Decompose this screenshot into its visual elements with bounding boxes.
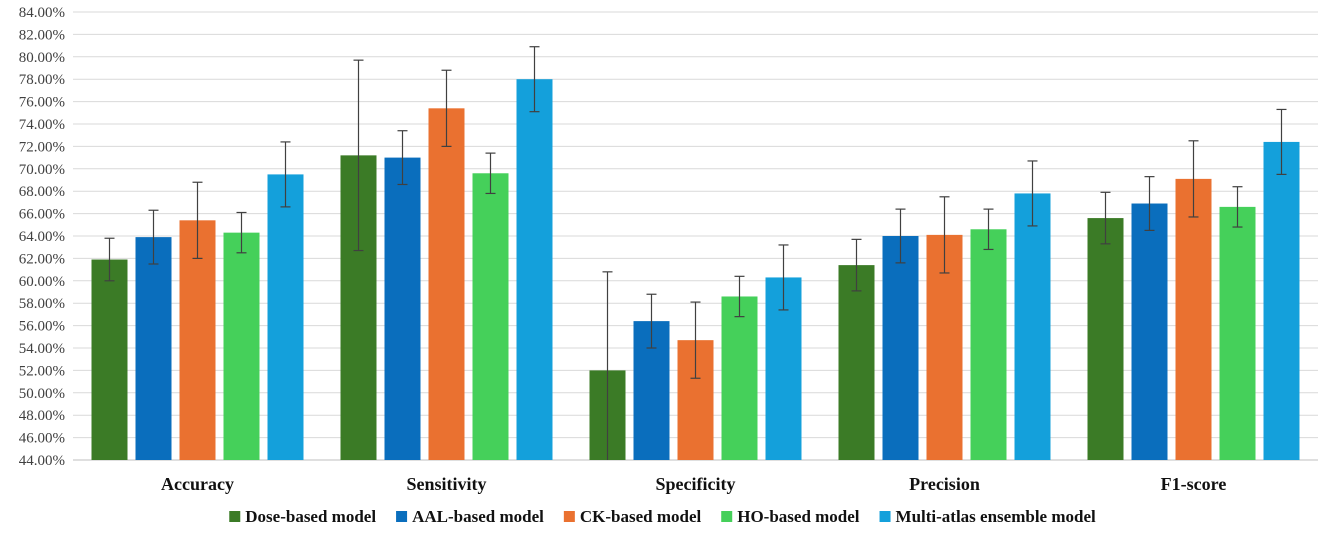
- y-tick-label: 74.00%: [19, 117, 65, 133]
- bar: [267, 174, 304, 460]
- x-tick-label: Specificity: [656, 474, 736, 494]
- y-tick-label: 68.00%: [19, 184, 65, 200]
- y-tick-label: 54.00%: [19, 341, 65, 357]
- y-tick-label: 44.00%: [19, 453, 65, 469]
- bar: [384, 157, 421, 460]
- x-tick-label: Accuracy: [161, 474, 234, 494]
- bar: [428, 108, 465, 460]
- legend-swatch: [563, 511, 575, 522]
- bar: [1131, 203, 1168, 460]
- y-tick-label: 70.00%: [19, 162, 65, 178]
- bar: [516, 79, 553, 460]
- y-tick-label: 62.00%: [19, 251, 65, 267]
- legend-swatch: [721, 511, 733, 522]
- y-tick-label: 78.00%: [19, 72, 65, 88]
- bar: [223, 232, 260, 460]
- bar: [472, 173, 509, 460]
- y-tick-label: 66.00%: [19, 207, 65, 223]
- y-tick-label: 64.00%: [19, 229, 65, 245]
- y-tick-label: 80.00%: [19, 50, 65, 66]
- bar: [91, 259, 128, 460]
- bar: [838, 265, 875, 460]
- legend-label: Dose-based model: [245, 507, 376, 526]
- x-tick-label: F1-score: [1161, 474, 1227, 494]
- bar: [1263, 141, 1300, 461]
- y-tick-label: 84.00%: [19, 5, 65, 21]
- bar: [1175, 178, 1212, 460]
- legend-label: HO-based model: [737, 507, 860, 526]
- y-tick-label: 52.00%: [19, 363, 65, 379]
- y-tick-label: 60.00%: [19, 274, 65, 290]
- y-tick-label: 58.00%: [19, 296, 65, 312]
- legend-label: AAL-based model: [412, 507, 544, 526]
- y-tick-label: 72.00%: [19, 139, 65, 155]
- y-tick-label: 50.00%: [19, 386, 65, 402]
- y-tick-label: 46.00%: [19, 431, 65, 447]
- x-axis: Accuracy Sensitivity Specificity Precision F…: [161, 474, 1226, 494]
- bars: [91, 79, 1300, 461]
- legend-label: Multi-atlas ensemble model: [896, 507, 1096, 526]
- legend-swatch: [229, 511, 241, 522]
- bar: [721, 296, 758, 460]
- bar: [970, 229, 1007, 460]
- bar: [1087, 218, 1124, 460]
- y-tick-label: 48.00%: [19, 408, 65, 424]
- bar: [179, 220, 216, 460]
- legend-swatch: [879, 511, 891, 522]
- bar: [135, 237, 172, 460]
- y-tick-label: 82.00%: [19, 27, 65, 43]
- legend: Dose-based model AAL-based model CK-based …: [229, 507, 1096, 526]
- legend-swatch: [396, 511, 408, 522]
- bar: [1014, 193, 1051, 460]
- y-tick-label: 56.00%: [19, 319, 65, 335]
- error-bars: [104, 46, 1287, 460]
- bar: [882, 236, 919, 460]
- x-tick-label: Precision: [909, 474, 980, 494]
- y-axis: 44.00% 46.00% 48.00% 50.00% 52.00% 54.00% 56.0…: [19, 5, 65, 469]
- x-tick-label: Sensitivity: [406, 474, 486, 494]
- y-tick-label: 76.00%: [19, 95, 65, 111]
- bar: [1219, 206, 1256, 460]
- legend-label: CK-based model: [580, 507, 702, 526]
